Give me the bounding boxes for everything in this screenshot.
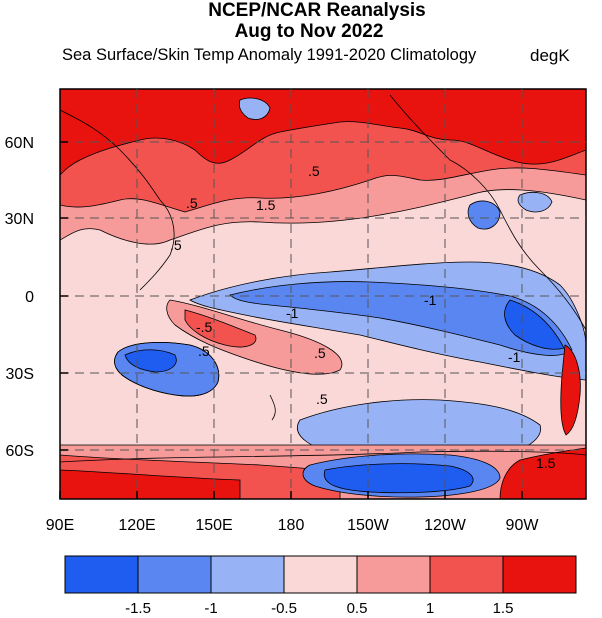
colorbar-swatch [502,555,577,594]
x-tick-label: 90E [46,517,74,534]
region-chile-warm [560,344,581,436]
coastlines [60,94,586,463]
region-la-nina-mid [229,281,573,356]
map-field [60,89,586,499]
contour-label: -1 [424,292,437,308]
region-okhotsk-cool [238,97,271,120]
colorbar [64,555,577,594]
contour-label: .5 [308,163,320,179]
contour-label-group: .5 1.5 .5 .5 -1 -.5 .5 .5 -1 .5 -1 1.5 [170,163,556,471]
contour-label: -1 [508,349,521,365]
y-tick-label: 30N [5,211,34,228]
y-tick-label: 30S [6,366,34,383]
region-warm-pool [184,309,257,348]
x-tick-label: 150W [347,517,390,534]
colorbar-label: -1 [204,600,218,617]
colorbar-label: -0.5 [271,600,297,617]
region-southern-strong-warm [60,469,241,499]
contour-label: .5 [186,195,198,211]
contour-label: 1.5 [536,455,556,471]
contour-label: .5 [316,391,328,407]
contour-label: -.5 [196,319,213,335]
colorbar-swatch [356,555,431,594]
x-tick-labels: 90E 120E 150E 180 150W 120W 90W [46,517,540,534]
colorbar-swatch [283,555,358,594]
colorbar-swatch [429,555,504,594]
x-tick-label: 120W [424,517,467,534]
x-tick-label: 90W [506,517,540,534]
plot-frame [59,88,587,500]
contour-label: 1.5 [256,197,276,213]
region-la-nina-core [504,299,565,350]
gridlines [60,89,586,499]
y-tick-label: 0 [25,289,34,306]
colorbar-label: -1.5 [125,600,151,617]
colorbar-swatch [64,555,139,594]
colorbar-swatch [137,555,212,594]
y-tick-label: 60N [5,135,34,152]
colorbar-label: 1.5 [492,600,514,617]
region-gulf-cool [467,200,501,230]
map-subtitle: Sea Surface/Skin Temp Anomaly 1991-2020 … [62,46,477,64]
x-tick-label: 120E [118,517,155,534]
y-tick-labels: 60N 30N 0 30S 60S [5,135,34,460]
title-line-1: NCEP/NCAR Reanalysis [208,0,426,21]
region-south-strong-over [323,463,474,494]
contour-label: -1 [286,305,299,321]
colorbar-label: 1 [425,600,435,617]
axis-ticks [59,141,523,499]
colorbar-swatch [210,555,285,594]
x-tick-label: 180 [278,517,305,534]
region-baja-cool [517,191,553,213]
region-australia-core [124,349,177,373]
title-line-2: Aug to Nov 2022 [234,21,384,42]
contour-label: .5 [314,345,326,361]
region-north-strong-warm [60,89,586,176]
y-tick-label: 60S [6,443,34,460]
contour-label: .5 [198,343,210,359]
colorbar-label: 0.5 [346,600,368,617]
units-label: degK [530,46,570,65]
x-tick-label: 150E [195,517,232,534]
contour-label: .5 [170,237,182,253]
